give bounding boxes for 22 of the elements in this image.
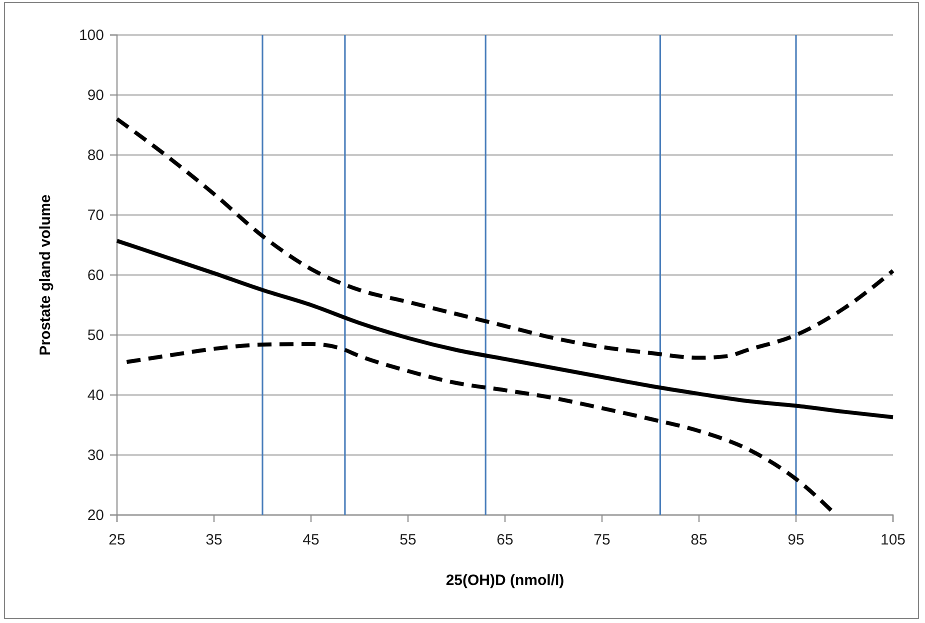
line-series xyxy=(115,117,895,360)
y-tick-label: 100 xyxy=(78,26,104,44)
x-tick-label: 55 xyxy=(400,532,416,548)
x-tick-label: 85 xyxy=(690,532,708,548)
x-tick-label: 105 xyxy=(880,532,906,548)
x-tick-label: 35 xyxy=(206,532,222,548)
line-series xyxy=(115,238,895,420)
y-tick-label: 70 xyxy=(87,206,104,224)
x-axis-title: 25(OH)D (nmol/l) xyxy=(446,572,564,589)
y-axis-title: Prostate gland volume xyxy=(37,194,54,356)
y-tick-label: 90 xyxy=(87,86,104,104)
x-tick-label: 65 xyxy=(496,532,514,548)
x-tick-label: 95 xyxy=(788,532,804,548)
y-tick-label: 80 xyxy=(87,146,104,164)
y-tick-label: 50 xyxy=(87,326,104,344)
y-tick-label: 40 xyxy=(87,386,104,404)
y-tick-label: 60 xyxy=(87,266,104,284)
y-tick-label: 30 xyxy=(87,446,104,464)
x-tick-label: 25 xyxy=(108,532,126,548)
x-tick-label: 75 xyxy=(594,532,610,548)
y-tick-label: 20 xyxy=(87,506,104,524)
x-tick-label: 45 xyxy=(302,532,320,548)
